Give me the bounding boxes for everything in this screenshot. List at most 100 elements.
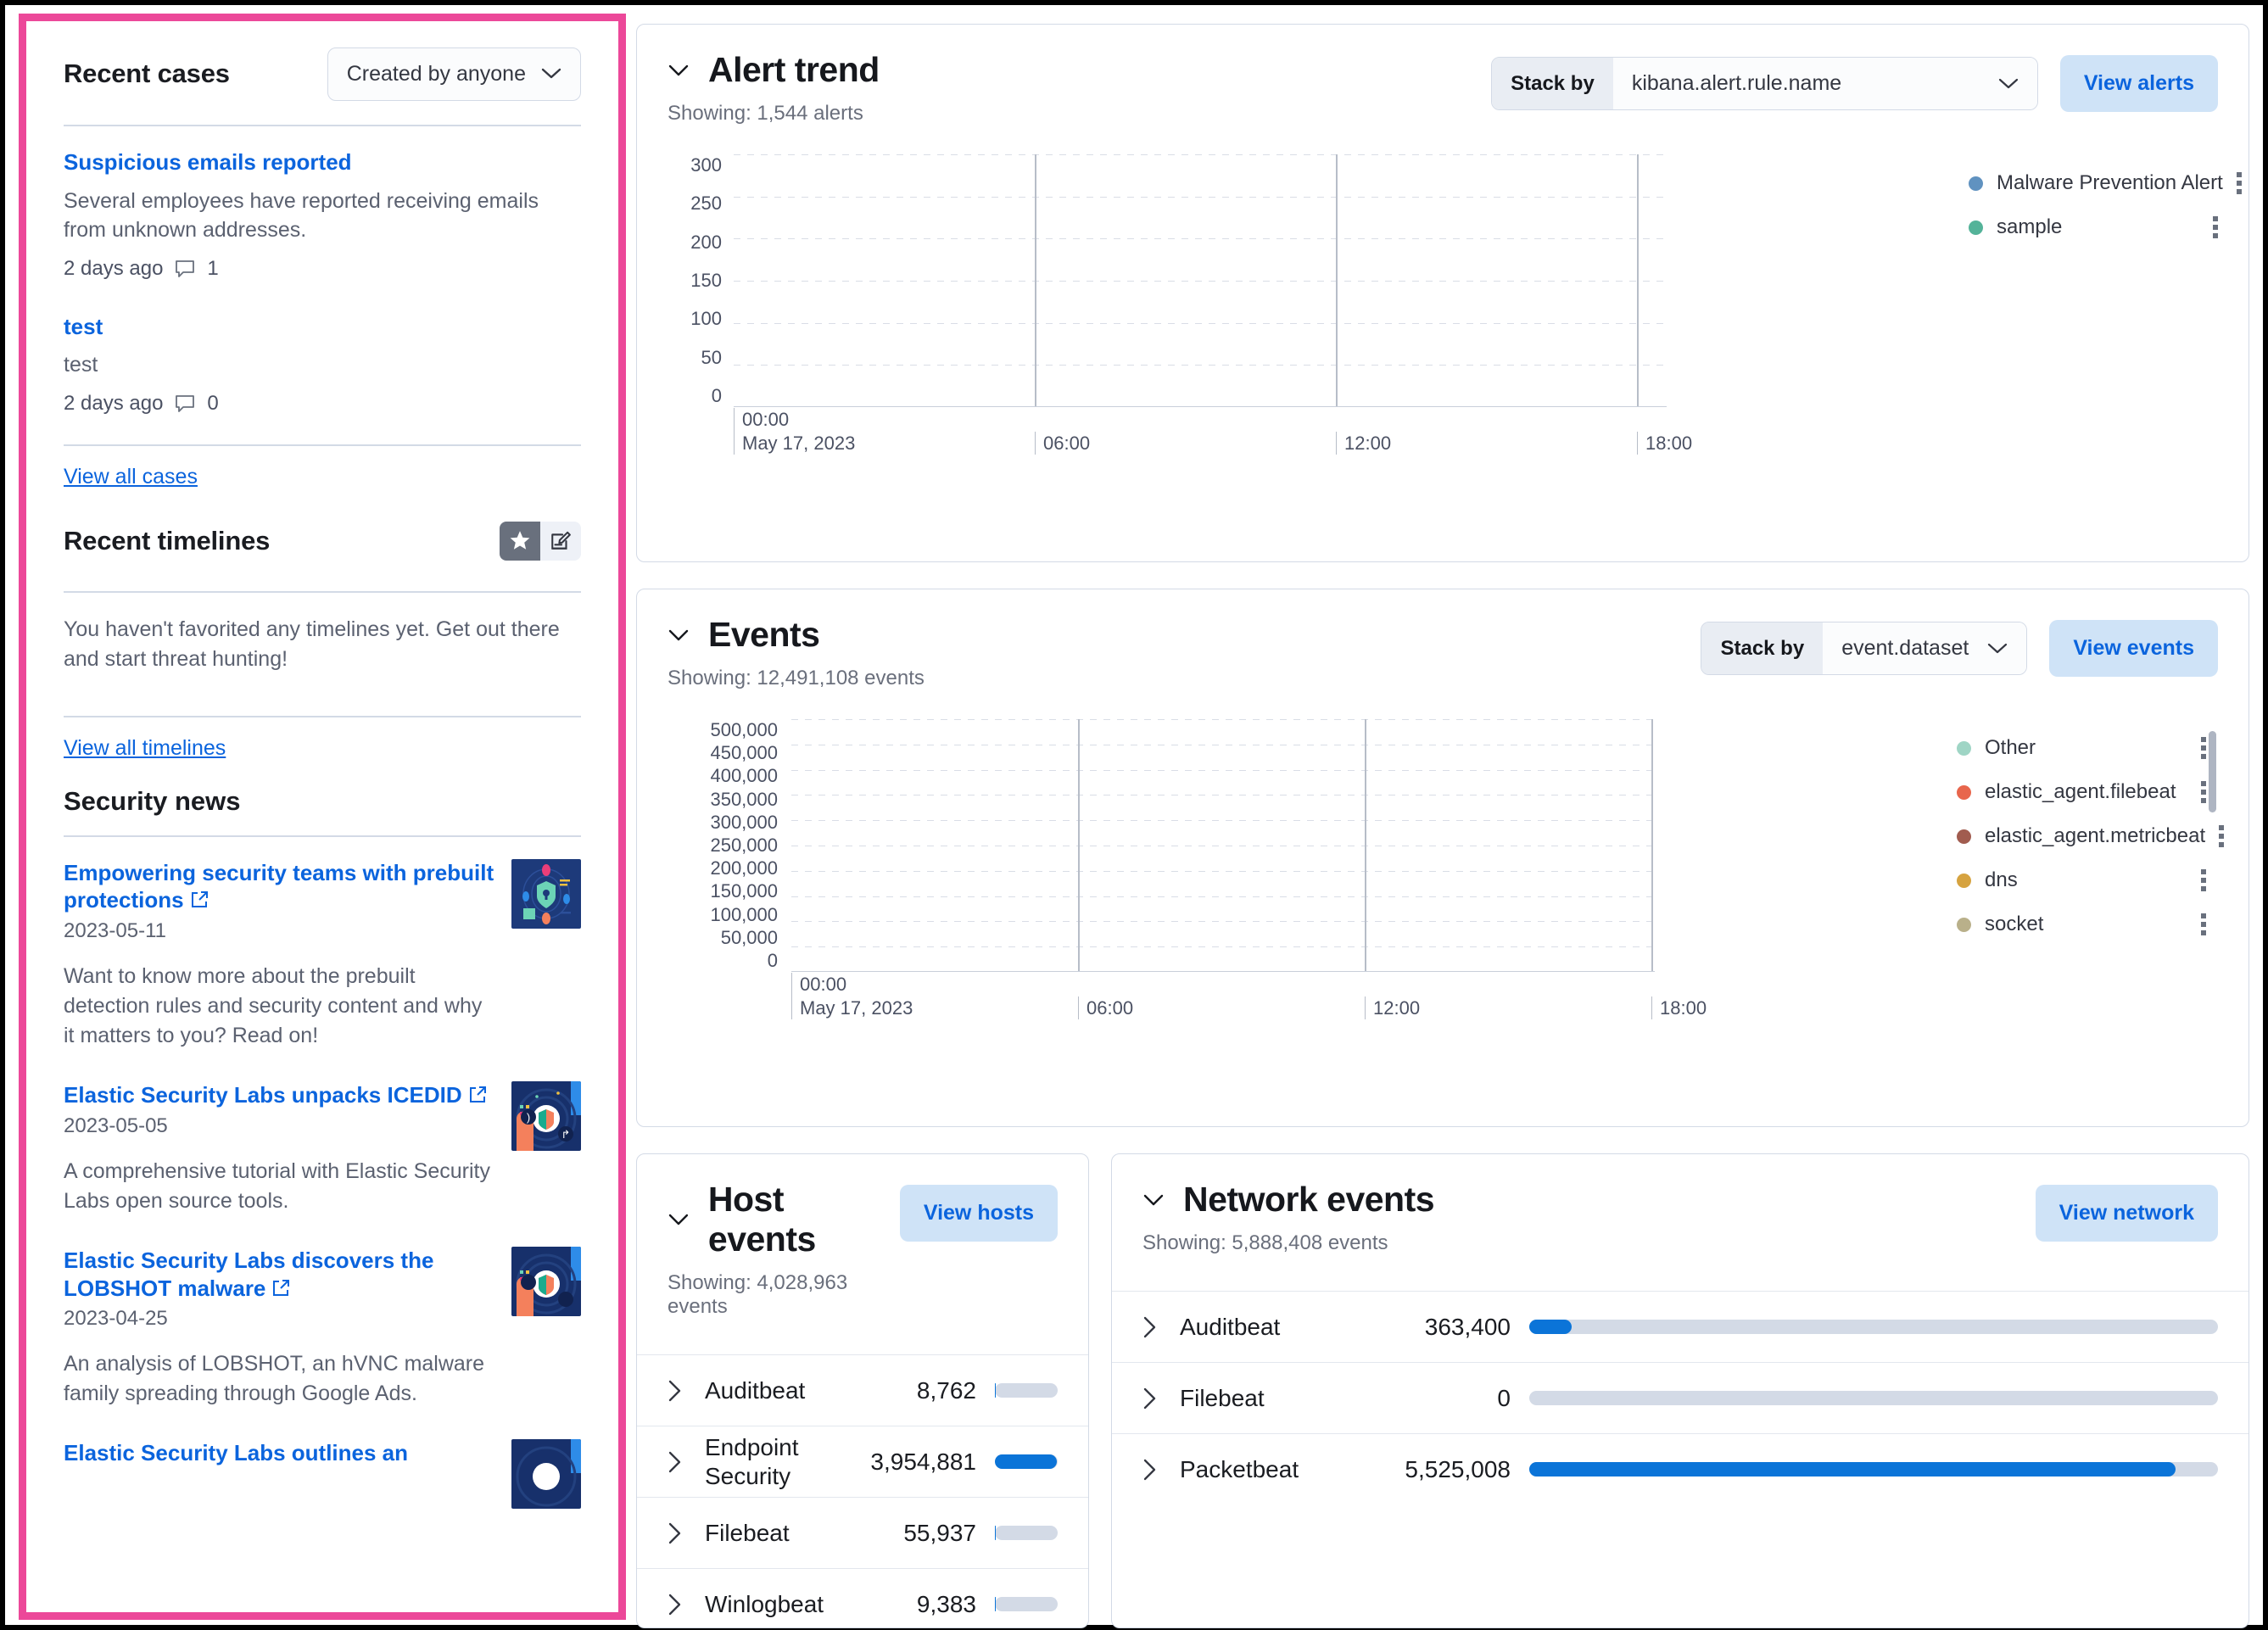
news-list-item[interactable]: Elastic Security Labs outlines an — [64, 1417, 581, 1517]
panel-title: Network events — [1183, 1180, 1435, 1219]
row-count: 363,400 — [1424, 1313, 1511, 1340]
news-title-text: Elastic Security Labs unpacks ICEDID — [64, 1082, 462, 1108]
legend-actions-icon[interactable] — [2201, 781, 2206, 803]
row-bar-track — [995, 1383, 1058, 1398]
y-axis-tick: 500,000 — [710, 719, 778, 740]
security-news-title: Security news — [64, 785, 241, 816]
axis-separator — [1365, 719, 1366, 972]
table-row[interactable]: Endpoint Security 3,954,881 — [637, 1426, 1088, 1497]
chevron-down-icon — [1988, 643, 2008, 653]
legend-item[interactable]: Other — [1957, 726, 2206, 770]
stack-by-select[interactable]: event.dataset — [1823, 622, 2027, 674]
expand-row-icon[interactable] — [1142, 1458, 1180, 1482]
legend-color-dot — [1969, 176, 1983, 191]
view-all-timelines-link[interactable]: View all timelines — [64, 735, 226, 760]
favorites-filter-button[interactable] — [500, 521, 540, 561]
table-row[interactable]: Auditbeat 8,762 — [637, 1354, 1088, 1426]
chevron-down-icon[interactable] — [668, 1213, 690, 1226]
legend-actions-icon[interactable] — [2213, 216, 2218, 238]
legend-label: dns — [1985, 868, 2018, 891]
created-by-filter[interactable]: Created by anyone — [327, 47, 581, 101]
row-bar-track — [995, 1597, 1058, 1611]
axis-separator — [1078, 719, 1080, 972]
grid-line — [734, 281, 1667, 282]
news-list-item[interactable]: Elastic Security Labs discovers the LOBS… — [64, 1225, 581, 1418]
bar-series — [734, 154, 1667, 407]
news-thumbnail — [511, 858, 581, 929]
legend-actions-icon[interactable] — [2201, 869, 2206, 891]
legend-actions-icon[interactable] — [2219, 825, 2225, 847]
events-stack-by-control[interactable]: Stack by event.dataset — [1701, 622, 2028, 675]
news-list-item[interactable]: Elastic Security Labs unpacks ICEDID 202… — [64, 1059, 581, 1225]
news-title[interactable]: Empowering security teams with prebuilt … — [64, 859, 494, 915]
grid-line — [734, 196, 1667, 198]
legend-item[interactable]: Malware Prevention Alert — [1969, 161, 2242, 205]
templates-filter-button[interactable] — [540, 521, 581, 561]
x-axis-tick: 12:00 — [1365, 996, 1420, 1019]
case-title[interactable]: Suspicious emails reported — [64, 149, 352, 175]
y-axis-tick: 50,000 — [720, 926, 778, 948]
stack-by-value: kibana.alert.rule.name — [1631, 71, 1842, 95]
row-bar-fill — [1529, 1320, 1573, 1334]
legend-color-dot — [1957, 829, 1971, 844]
chevron-down-icon[interactable] — [1142, 1193, 1165, 1207]
legend-item[interactable]: dns — [1957, 858, 2206, 902]
panel-title: Alert trend — [708, 50, 880, 89]
x-axis-tick: 00:00 May 17, 2023 — [734, 408, 855, 455]
case-title[interactable]: test — [64, 313, 103, 339]
stack-by-select[interactable]: kibana.alert.rule.name — [1612, 58, 2037, 109]
table-row[interactable]: Winlogbeat 9,383 — [637, 1568, 1088, 1627]
expand-row-icon[interactable] — [668, 1450, 705, 1474]
alert-stack-by-control[interactable]: Stack by kibana.alert.rule.name — [1491, 57, 2038, 110]
table-row[interactable]: Auditbeat 363,400 — [1112, 1291, 2248, 1362]
case-age: 2 days ago — [64, 256, 164, 280]
news-list-item[interactable]: Empowering security teams with prebuilt … — [64, 837, 581, 1060]
news-title[interactable]: Elastic Security Labs discovers the LOBS… — [64, 1247, 494, 1303]
expand-row-icon[interactable] — [668, 1593, 705, 1616]
legend-item[interactable]: sample — [1969, 205, 2218, 249]
x-axis-date: May 17, 2023 — [800, 996, 913, 1019]
grid-line — [791, 820, 1655, 822]
view-all-cases-link[interactable]: View all cases — [64, 464, 198, 488]
expand-row-icon[interactable] — [1142, 1387, 1180, 1410]
news-title-text: Empowering security teams with prebuilt … — [64, 859, 494, 913]
legend-actions-icon[interactable] — [2201, 913, 2206, 935]
legend-scrollbar-thumb[interactable] — [2209, 731, 2216, 812]
grid-line — [791, 719, 1655, 720]
expand-row-icon[interactable] — [668, 1521, 705, 1545]
view-hosts-button[interactable]: View hosts — [899, 1185, 1058, 1242]
table-row[interactable]: Packetbeat 5,525,008 — [1112, 1433, 2248, 1504]
legend-actions-icon[interactable] — [2201, 737, 2206, 759]
news-title[interactable]: Elastic Security Labs outlines an — [64, 1439, 494, 1467]
timeline-filter-group — [500, 521, 581, 561]
expand-row-icon[interactable] — [1142, 1315, 1180, 1339]
legend-actions-icon[interactable] — [2236, 172, 2242, 194]
expand-row-icon[interactable] — [668, 1379, 705, 1403]
view-network-button[interactable]: View network — [2035, 1185, 2218, 1242]
case-list-item[interactable]: test test 2 days ago 0 — [64, 291, 581, 426]
recent-timelines-title: Recent timelines — [64, 525, 271, 555]
legend-scrollbar[interactable] — [2206, 719, 2218, 1024]
news-title[interactable]: Elastic Security Labs unpacks ICEDID — [64, 1081, 494, 1109]
row-bar-track — [1529, 1320, 2218, 1334]
case-list-item[interactable]: Suspicious emails reported Several emplo… — [64, 126, 581, 291]
table-row[interactable]: Filebeat 55,937 — [637, 1497, 1088, 1568]
external-link-icon — [191, 891, 208, 908]
y-axis-tick: 100 — [690, 308, 722, 330]
legend-color-dot — [1957, 784, 1971, 800]
news-thumbnail — [511, 1246, 581, 1316]
y-axis-tick: 200 — [690, 231, 722, 253]
legend-item[interactable]: socket — [1957, 902, 2206, 946]
legend-item[interactable]: elastic_agent.metricbeat — [1957, 814, 2225, 858]
view-events-button[interactable]: View events — [2049, 620, 2218, 677]
divider — [64, 125, 581, 126]
chevron-down-icon[interactable] — [668, 64, 690, 77]
legend-item[interactable]: elastic_agent.filebeat — [1957, 770, 2206, 814]
row-bar-track — [1529, 1391, 2218, 1405]
row-bar-fill — [1529, 1462, 2176, 1476]
view-alerts-button[interactable]: View alerts — [2059, 55, 2218, 112]
table-row[interactable]: Filebeat 0 — [1112, 1362, 2248, 1433]
divider — [64, 590, 581, 593]
chevron-down-icon[interactable] — [668, 628, 690, 642]
grid-line — [734, 238, 1667, 240]
